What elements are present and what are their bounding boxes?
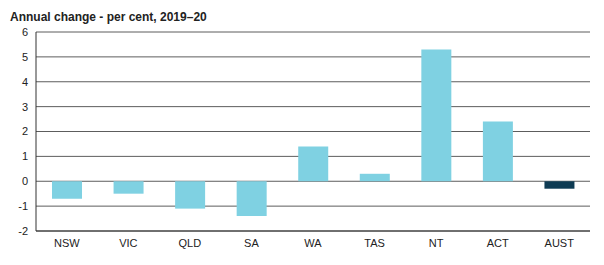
svg-text:TAS: TAS bbox=[364, 237, 385, 249]
svg-text:VIC: VIC bbox=[119, 237, 137, 249]
svg-text:NT: NT bbox=[429, 237, 444, 249]
svg-text:WA: WA bbox=[304, 237, 322, 249]
html-text:Annual change - per cent, 2019: Annual change - per cent, 2019–20 bbox=[10, 10, 207, 24]
svg-text:4: 4 bbox=[22, 76, 28, 88]
svg-text:-1: -1 bbox=[18, 200, 28, 212]
svg-text:0: 0 bbox=[22, 175, 28, 187]
svg-text:3: 3 bbox=[22, 101, 28, 113]
svg-text:QLD: QLD bbox=[179, 237, 202, 249]
svg-text:AUST: AUST bbox=[545, 237, 575, 249]
svg-text:ACT: ACT bbox=[487, 237, 509, 249]
svg-text:1: 1 bbox=[22, 150, 28, 162]
svg-text:NSW: NSW bbox=[54, 237, 80, 249]
svg-text:SA: SA bbox=[244, 237, 259, 249]
svg-text:6: 6 bbox=[22, 26, 28, 38]
svg-text:5: 5 bbox=[22, 51, 28, 63]
svg-text:2: 2 bbox=[22, 125, 28, 137]
svg-text:-2: -2 bbox=[18, 225, 28, 237]
